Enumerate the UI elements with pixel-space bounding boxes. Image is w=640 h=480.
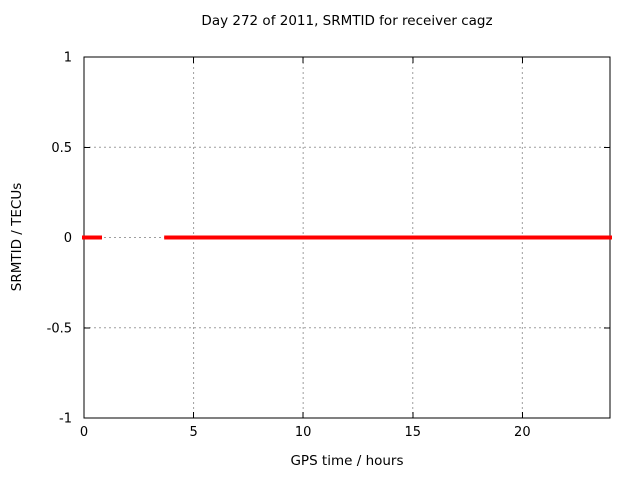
x-tick-label: 10 [295, 425, 312, 440]
x-tick-label: 15 [404, 425, 421, 440]
x-tick-label: 0 [80, 425, 88, 440]
y-tick-label: 1 [64, 51, 72, 66]
y-tick-label: 0 [64, 231, 72, 246]
y-tick-label: 0.5 [51, 141, 72, 156]
y-tick-label: -1 [59, 412, 72, 427]
x-tick-label: 5 [189, 425, 197, 440]
y-tick-label: -0.5 [47, 321, 72, 336]
y-axis-label: SRMTID / TECUs [9, 182, 25, 292]
x-tick-label: 20 [514, 425, 531, 440]
chart-title: Day 272 of 2011, SRMTID for receiver cag… [201, 13, 493, 29]
x-axis-label: GPS time / hours [290, 453, 404, 469]
